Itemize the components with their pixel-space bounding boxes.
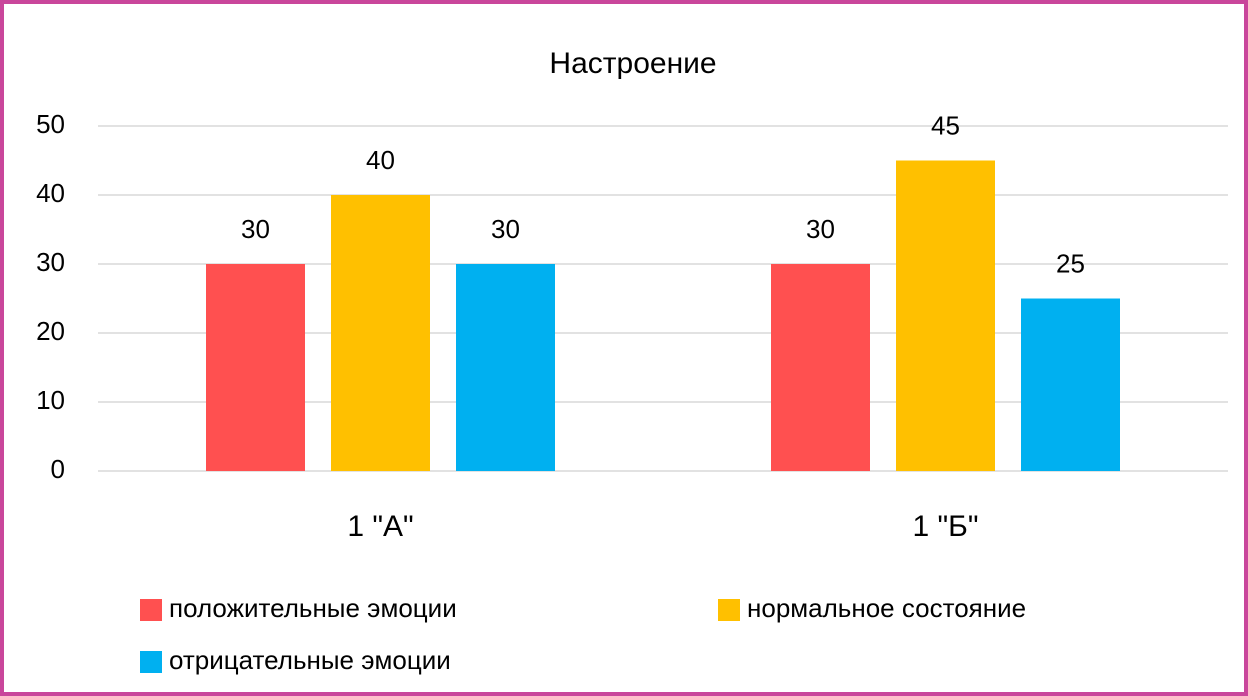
y-tick-label: 40 <box>36 178 65 208</box>
bar <box>1021 298 1120 471</box>
legend-label: положительные эмоции <box>169 593 457 623</box>
legend-swatch <box>140 599 162 621</box>
legend-swatch <box>140 651 162 673</box>
x-tick-label: 1 "Б" <box>912 510 978 543</box>
bar <box>896 160 995 471</box>
legend-label: отрицательные эмоции <box>169 645 451 675</box>
y-tick-label: 0 <box>51 454 65 484</box>
y-tick-label: 30 <box>36 247 65 277</box>
data-label: 45 <box>931 110 960 140</box>
bar <box>206 264 305 471</box>
data-label: 30 <box>491 214 520 244</box>
y-tick-label: 20 <box>36 316 65 346</box>
y-tick-label: 50 <box>36 109 65 139</box>
bar <box>331 195 430 471</box>
bar <box>771 264 870 471</box>
data-label: 40 <box>366 145 395 175</box>
y-tick-label: 10 <box>36 385 65 415</box>
data-label: 30 <box>241 214 270 244</box>
legend-label: нормальное состояние <box>747 593 1026 623</box>
chart-title: Настроение <box>549 47 716 80</box>
data-label: 25 <box>1056 248 1085 278</box>
bar <box>456 264 555 471</box>
legend-swatch <box>718 599 740 621</box>
data-label: 30 <box>806 214 835 244</box>
x-tick-label: 1 "А" <box>347 510 413 543</box>
